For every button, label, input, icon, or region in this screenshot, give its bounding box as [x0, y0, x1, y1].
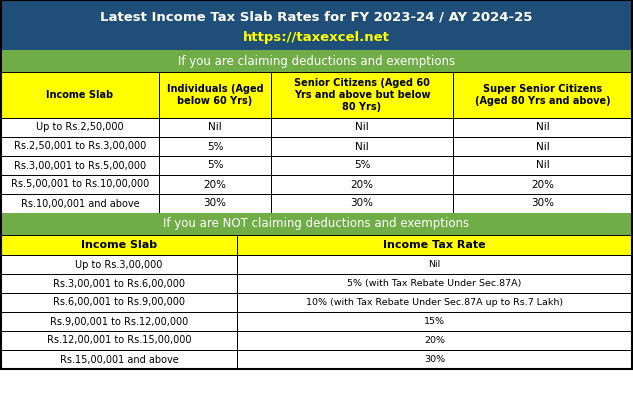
- Text: Income Slab: Income Slab: [46, 90, 113, 100]
- Text: 30%: 30%: [531, 199, 554, 208]
- Text: Rs.5,00,001 to Rs.10,00,000: Rs.5,00,001 to Rs.10,00,000: [11, 179, 149, 190]
- Bar: [1, 0, 632, 50]
- Text: 20%: 20%: [203, 179, 227, 190]
- Text: Income Slab: Income Slab: [81, 240, 157, 250]
- Text: 5% (with Tax Rebate Under Sec.87A): 5% (with Tax Rebate Under Sec.87A): [348, 279, 522, 288]
- Bar: [1, 50, 632, 72]
- Bar: [1, 118, 159, 137]
- Bar: [237, 235, 632, 255]
- Text: https://taxexcel.net: https://taxexcel.net: [243, 31, 390, 44]
- Bar: [159, 175, 271, 194]
- Bar: [453, 175, 632, 194]
- Text: Up to Rs.2,50,000: Up to Rs.2,50,000: [36, 123, 124, 133]
- Bar: [1, 235, 237, 255]
- Text: 30%: 30%: [203, 199, 227, 208]
- Bar: [237, 274, 632, 293]
- Text: Nil: Nil: [536, 160, 549, 171]
- Bar: [159, 137, 271, 156]
- Bar: [237, 312, 632, 331]
- Text: 10% (with Tax Rebate Under Sec.87A up to Rs.7 Lakh): 10% (with Tax Rebate Under Sec.87A up to…: [306, 298, 563, 307]
- Bar: [237, 293, 632, 312]
- Bar: [453, 156, 632, 175]
- Text: Super Senior Citizens
(Aged 80 Yrs and above): Super Senior Citizens (Aged 80 Yrs and a…: [475, 84, 610, 106]
- Text: Rs.12,00,001 to Rs.15,00,000: Rs.12,00,001 to Rs.15,00,000: [47, 335, 191, 346]
- Text: Rs.6,00,001 to Rs.9,00,000: Rs.6,00,001 to Rs.9,00,000: [53, 298, 185, 308]
- Text: Nil: Nil: [536, 123, 549, 133]
- Bar: [271, 137, 453, 156]
- Text: 20%: 20%: [351, 179, 373, 190]
- Text: 20%: 20%: [424, 336, 445, 345]
- Text: 30%: 30%: [424, 355, 445, 364]
- Bar: [1, 72, 159, 118]
- Bar: [1, 156, 159, 175]
- Bar: [1, 213, 632, 235]
- Bar: [453, 194, 632, 213]
- Text: Nil: Nil: [208, 123, 222, 133]
- Bar: [159, 118, 271, 137]
- Text: Nil: Nil: [355, 123, 369, 133]
- Text: Rs.10,00,001 and above: Rs.10,00,001 and above: [21, 199, 139, 208]
- Text: Senior Citizens (Aged 60
Yrs and above but below
80 Yrs): Senior Citizens (Aged 60 Yrs and above b…: [294, 79, 430, 112]
- Bar: [1, 293, 237, 312]
- Bar: [237, 255, 632, 274]
- Bar: [453, 137, 632, 156]
- Text: Rs.2,50,001 to Rs.3,00,000: Rs.2,50,001 to Rs.3,00,000: [14, 142, 146, 151]
- Bar: [1, 194, 159, 213]
- Text: 5%: 5%: [207, 142, 223, 151]
- Bar: [271, 175, 453, 194]
- Text: Nil: Nil: [355, 142, 369, 151]
- Bar: [271, 156, 453, 175]
- Bar: [1, 137, 159, 156]
- Bar: [237, 331, 632, 350]
- Text: If you are NOT claiming deductions and exemptions: If you are NOT claiming deductions and e…: [163, 217, 470, 230]
- Text: Rs.3,00,001 to Rs.5,00,000: Rs.3,00,001 to Rs.5,00,000: [14, 160, 146, 171]
- Text: Rs.9,00,001 to Rs.12,00,000: Rs.9,00,001 to Rs.12,00,000: [50, 317, 188, 326]
- Bar: [453, 118, 632, 137]
- Bar: [1, 274, 237, 293]
- Text: Nil: Nil: [429, 260, 441, 269]
- Bar: [271, 118, 453, 137]
- Text: 5%: 5%: [207, 160, 223, 171]
- Bar: [453, 72, 632, 118]
- Bar: [1, 255, 237, 274]
- Bar: [1, 175, 159, 194]
- Text: Up to Rs.3,00,000: Up to Rs.3,00,000: [75, 260, 163, 269]
- Bar: [1, 350, 237, 369]
- Bar: [1, 331, 237, 350]
- Text: 30%: 30%: [351, 199, 373, 208]
- Text: Nil: Nil: [536, 142, 549, 151]
- Bar: [237, 350, 632, 369]
- Text: If you are claiming deductions and exemptions: If you are claiming deductions and exemp…: [178, 55, 455, 68]
- Bar: [1, 312, 237, 331]
- Bar: [159, 194, 271, 213]
- Bar: [159, 156, 271, 175]
- Text: Latest Income Tax Slab Rates for FY 2023-24 / AY 2024-25: Latest Income Tax Slab Rates for FY 2023…: [100, 11, 533, 24]
- Text: Rs.15,00,001 and above: Rs.15,00,001 and above: [60, 354, 179, 365]
- Text: Income Tax Rate: Income Tax Rate: [383, 240, 486, 250]
- Text: 15%: 15%: [424, 317, 445, 326]
- Bar: [159, 72, 271, 118]
- Text: 5%: 5%: [354, 160, 370, 171]
- Bar: [271, 194, 453, 213]
- Text: Rs.3,00,001 to Rs.6,00,000: Rs.3,00,001 to Rs.6,00,000: [53, 278, 185, 289]
- Text: 20%: 20%: [531, 179, 554, 190]
- Bar: [271, 72, 453, 118]
- Text: Individuals (Aged
below 60 Yrs): Individuals (Aged below 60 Yrs): [166, 84, 263, 106]
